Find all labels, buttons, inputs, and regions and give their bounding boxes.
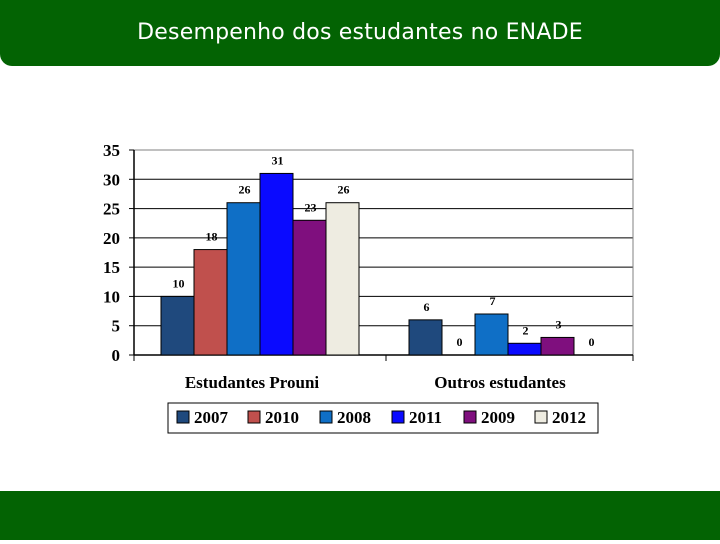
legend-box [167, 402, 599, 434]
bar-2012 [325, 202, 360, 356]
data-label: 3 [556, 317, 562, 331]
y-tick-label: 0 [112, 346, 121, 365]
legend-label: 2011 [409, 408, 442, 427]
bar-2008 [226, 202, 261, 356]
y-tick-label: 15 [103, 258, 120, 277]
bar-2008 [474, 313, 509, 356]
legend-swatch-2011 [391, 410, 405, 424]
data-label: 23 [305, 200, 317, 214]
x-category-label: Outros estudantes [434, 373, 566, 392]
legend-label: 2009 [481, 408, 515, 427]
legend-swatch-2009 [463, 410, 477, 424]
x-category-label: Estudantes Prouni [185, 373, 320, 392]
bar-2007 [160, 295, 195, 356]
y-tick-label: 5 [112, 317, 121, 336]
data-label: 18 [206, 230, 218, 244]
title-bar [0, 0, 720, 66]
data-label: 31 [272, 153, 284, 167]
y-tick-label: 20 [103, 229, 120, 248]
data-label: 26 [338, 183, 350, 197]
bar-2011 [507, 342, 542, 356]
y-tick-label: 10 [103, 287, 120, 306]
legend-swatch-2010 [247, 410, 261, 424]
data-label: 10 [173, 276, 185, 290]
legend-swatch-2008 [319, 410, 333, 424]
bar-2007 [408, 319, 443, 356]
legend-swatch-2007 [176, 410, 190, 424]
data-label: 7 [490, 294, 496, 308]
legend-label: 2012 [552, 408, 586, 427]
bar-2010 [193, 249, 228, 356]
bar-2011 [259, 172, 294, 356]
y-tick-label: 35 [103, 141, 120, 160]
legend-label: 2007 [194, 408, 229, 427]
y-tick-label: 30 [103, 170, 120, 189]
slide-title: Desempenho dos estudantes no ENADE [137, 20, 583, 45]
bar-2009 [292, 219, 327, 356]
legend-swatch-2012 [534, 410, 548, 424]
data-label: 0 [589, 335, 595, 349]
data-label: 2 [523, 323, 529, 337]
legend-label: 2008 [337, 408, 371, 427]
data-label: 6 [424, 300, 430, 314]
data-label: 26 [239, 183, 251, 197]
y-tick-label: 25 [103, 200, 120, 219]
bar-2009 [540, 336, 575, 356]
legend-label: 2010 [265, 408, 299, 427]
data-label: 0 [457, 335, 463, 349]
footer-bar [0, 491, 720, 540]
